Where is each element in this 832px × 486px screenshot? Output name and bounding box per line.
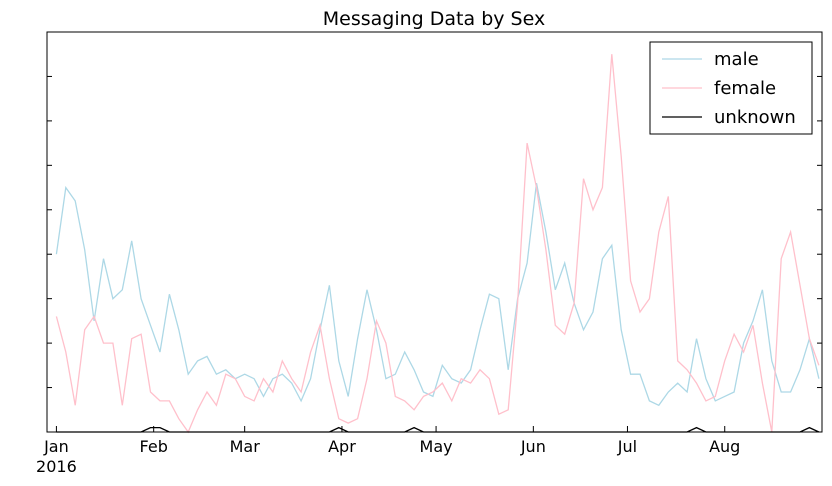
legend-label: male <box>714 49 759 70</box>
x-tick-label: Aug <box>709 437 740 456</box>
line-series <box>55 182 820 407</box>
x-tick-label: May <box>420 437 453 456</box>
x-tick-label: Jun <box>520 437 546 456</box>
chart-title: Messaging Data by Sex <box>323 8 545 30</box>
line-series <box>56 426 820 433</box>
x-tick-label: Apr <box>328 437 356 456</box>
line-series <box>55 54 820 434</box>
x-tick-label: Jan <box>43 437 69 456</box>
legend-label: female <box>714 78 776 99</box>
x-tick-label: Mar <box>230 437 261 456</box>
x-year-label: 2016 <box>36 457 77 476</box>
legend-label: unknown <box>714 107 796 128</box>
plot-frame <box>46 31 823 433</box>
x-tick-label: Feb <box>140 437 168 456</box>
x-tick-label: Jul <box>617 437 637 456</box>
